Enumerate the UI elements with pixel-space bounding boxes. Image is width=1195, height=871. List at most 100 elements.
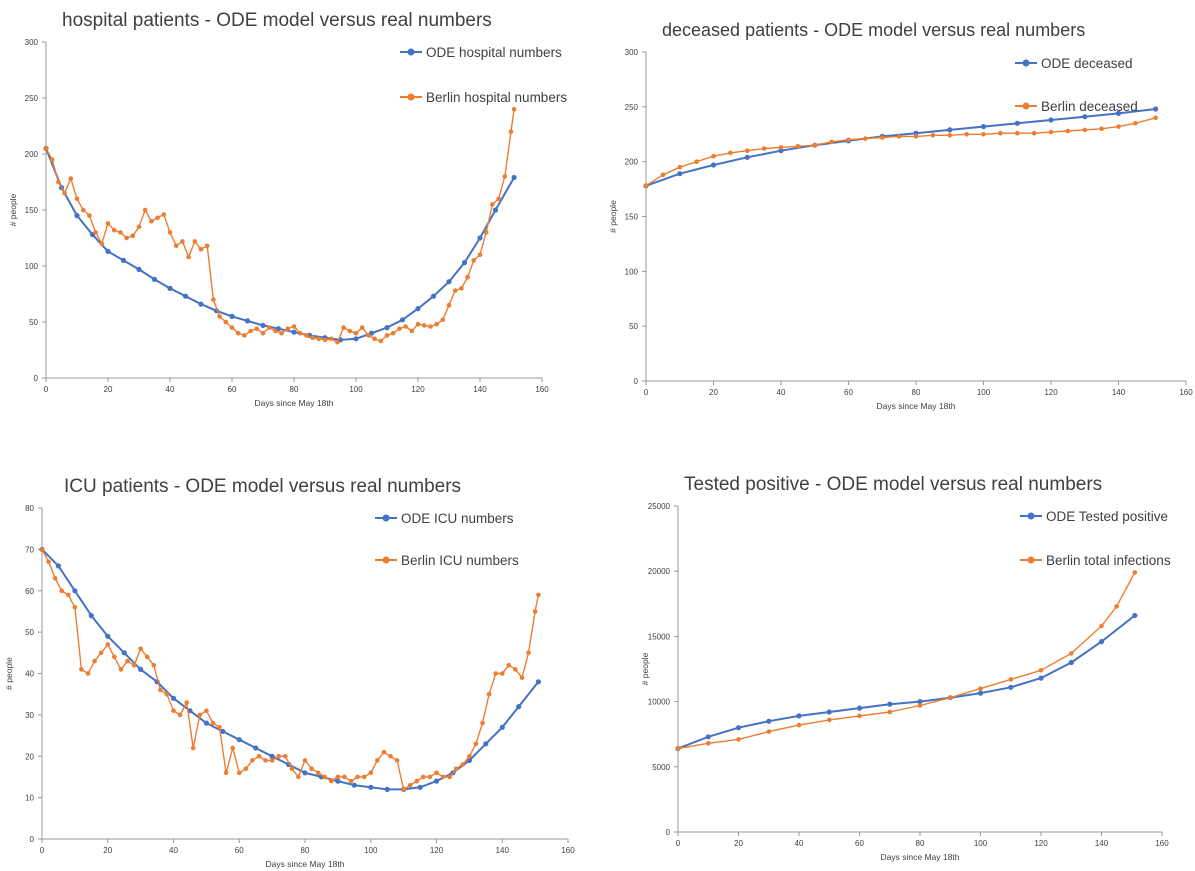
- data-point: [260, 330, 266, 336]
- x-tick-label: 120: [1034, 839, 1048, 848]
- data-point: [384, 325, 390, 331]
- data-point: [930, 133, 936, 138]
- data-point: [167, 285, 173, 291]
- y-tick-label: 50: [629, 322, 638, 331]
- data-point: [486, 691, 492, 697]
- data-point: [511, 174, 517, 181]
- data-point: [440, 317, 446, 323]
- chart-title: deceased patients - ODE model versus rea…: [662, 20, 1085, 40]
- data-point: [887, 701, 893, 707]
- data-point: [167, 230, 173, 235]
- data-point: [256, 754, 262, 759]
- data-point: [1069, 651, 1074, 656]
- data-point: [236, 737, 242, 743]
- x-tick-label: 20: [103, 846, 112, 855]
- data-point: [427, 774, 433, 780]
- data-point: [677, 164, 683, 170]
- data-point: [1048, 129, 1054, 135]
- data-point: [477, 235, 483, 241]
- data-point: [947, 127, 953, 133]
- x-tick-label: 40: [795, 839, 804, 848]
- data-point: [705, 734, 711, 740]
- y-tick-label: 50: [29, 318, 38, 327]
- data-point: [223, 319, 229, 325]
- data-point: [1048, 117, 1054, 123]
- data-point: [473, 741, 479, 747]
- x-tick-label: 60: [855, 839, 864, 848]
- data-point: [273, 328, 278, 334]
- y-tick-label: 50: [25, 628, 34, 637]
- data-point: [204, 243, 210, 249]
- data-point: [136, 266, 142, 272]
- x-tick-label: 160: [535, 385, 549, 394]
- data-point: [694, 159, 699, 164]
- y-axis-label: # people: [640, 652, 650, 685]
- data-point: [480, 720, 485, 726]
- legend-label: ODE Tested positive: [1046, 509, 1168, 524]
- data-point: [99, 241, 105, 246]
- data-point: [446, 302, 452, 308]
- data-point: [302, 758, 308, 763]
- data-point: [399, 317, 406, 323]
- series-berlin: [43, 106, 517, 345]
- x-tick-label: 100: [349, 385, 363, 394]
- data-point: [329, 778, 334, 784]
- data-point: [766, 718, 772, 724]
- data-point: [230, 745, 235, 751]
- data-point: [92, 658, 97, 664]
- data-point: [353, 336, 359, 342]
- data-point: [341, 325, 346, 330]
- x-tick-label: 0: [676, 839, 681, 848]
- data-point: [453, 766, 459, 771]
- data-point: [49, 157, 55, 162]
- x-tick-label: 80: [290, 385, 299, 394]
- data-point: [151, 662, 157, 668]
- data-point: [296, 774, 301, 780]
- data-point: [415, 321, 421, 327]
- x-tick-label: 20: [709, 388, 718, 397]
- data-point: [1115, 110, 1122, 116]
- data-point: [355, 774, 360, 780]
- data-point: [120, 257, 127, 263]
- data-point: [347, 328, 353, 334]
- data-point: [149, 218, 154, 224]
- y-tick-label: 5000: [652, 763, 670, 772]
- legend-label: Berlin deceased: [1041, 99, 1138, 114]
- data-point: [72, 588, 78, 594]
- x-tick-label: 160: [1155, 839, 1169, 848]
- data-point: [291, 324, 297, 329]
- data-point: [384, 333, 390, 338]
- data-point: [1008, 684, 1014, 690]
- data-point: [283, 754, 288, 759]
- series-line: [45, 148, 515, 341]
- data-point: [1099, 623, 1104, 629]
- x-tick-label: 40: [166, 385, 175, 394]
- data-point: [397, 326, 402, 332]
- data-point: [289, 766, 295, 771]
- data-point: [409, 328, 415, 334]
- data-point: [266, 325, 272, 330]
- data-point: [204, 708, 209, 713]
- series-line: [41, 548, 540, 791]
- data-point: [130, 233, 136, 239]
- y-tick-label: 20: [25, 752, 34, 761]
- y-tick-label: 0: [666, 828, 671, 837]
- data-point: [131, 662, 137, 668]
- series-line: [677, 614, 1136, 750]
- data-point: [452, 288, 458, 293]
- data-point: [826, 709, 832, 715]
- legend-label: Berlin total infections: [1046, 553, 1171, 568]
- data-point: [210, 720, 216, 726]
- data-point: [761, 146, 767, 151]
- data-point: [471, 258, 477, 263]
- data-point: [857, 713, 862, 719]
- data-point: [217, 314, 222, 319]
- data-point: [242, 333, 247, 338]
- x-tick-label: 0: [40, 846, 45, 855]
- series-line: [45, 109, 515, 343]
- x-tick-label: 140: [1095, 839, 1109, 848]
- series-berlin: [675, 570, 1138, 751]
- y-tick-label: 15000: [648, 632, 671, 641]
- chart-title: Tested positive - ODE model versus real …: [684, 474, 1102, 495]
- data-point: [1038, 668, 1044, 673]
